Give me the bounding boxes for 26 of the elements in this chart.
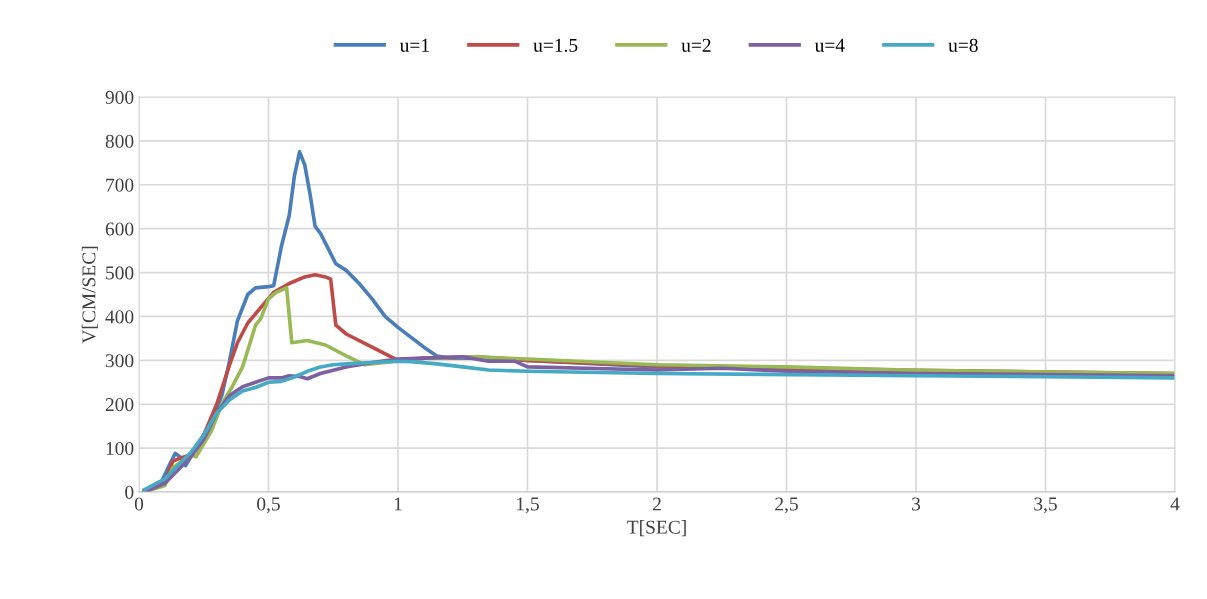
x-tick-label: 3,5	[1034, 497, 1057, 514]
legend-label: u=4	[814, 38, 845, 52]
x-tick-label: 3	[912, 497, 921, 511]
x-axis-title: T[SEC]	[627, 520, 686, 537]
y-tick-label: 400	[105, 310, 134, 324]
y-tick-label: 800	[105, 134, 134, 148]
y-tick-label: 900	[105, 90, 134, 104]
x-tick-label: 0,5	[257, 497, 280, 514]
y-axis-title: V[CM/SEC]	[81, 246, 98, 344]
legend-label: u=1.5	[533, 38, 578, 52]
legend-label: u=8	[948, 38, 978, 52]
y-tick-label: 700	[106, 178, 134, 192]
y-tick-label: 600	[105, 222, 134, 236]
legend-label: u=2	[681, 38, 711, 52]
y-tick-label: 300	[105, 354, 134, 368]
y-tick-label: 0	[125, 485, 134, 499]
y-tick-label: 100	[106, 441, 134, 456]
y-tick-label: 200	[105, 398, 134, 412]
x-tick-label: 2	[652, 497, 661, 511]
y-tick-label: 500	[106, 266, 134, 280]
x-tick-label: 4	[1170, 497, 1180, 511]
x-tick-label: 1,5	[517, 497, 539, 514]
x-tick-label: 0	[134, 497, 144, 511]
legend-label: u=1	[399, 38, 429, 52]
x-tick-label: 2,5	[775, 497, 798, 514]
x-tick-label: 1	[394, 497, 402, 511]
